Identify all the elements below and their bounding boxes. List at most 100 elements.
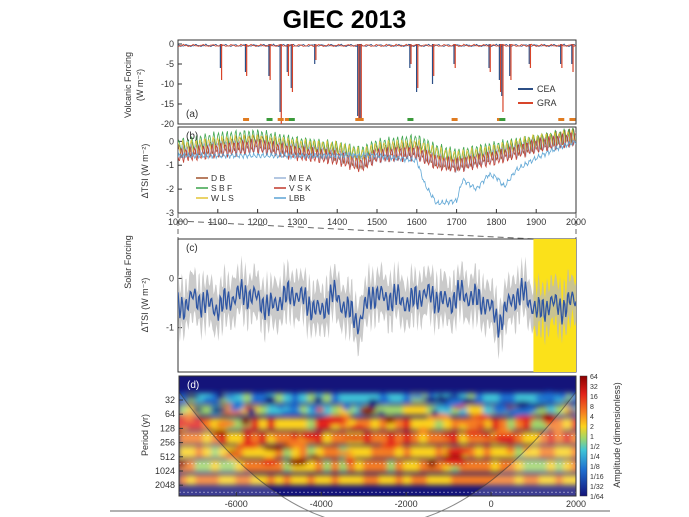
volcanic-ytick-label: -15	[161, 99, 174, 109]
wavelet-cell	[259, 432, 268, 444]
wavelet-cell	[571, 393, 576, 403]
wavelet-cell	[331, 475, 340, 485]
wavelet-cell	[563, 446, 572, 458]
wavelet-peak	[343, 434, 366, 442]
wavelet-cell	[179, 475, 188, 485]
wavelet-trough	[382, 395, 390, 405]
wavelet-cell	[379, 475, 388, 485]
wavelet-cell	[555, 460, 564, 472]
wavelet-cell	[315, 418, 324, 430]
wavelet-peak	[461, 430, 484, 436]
wavelet-cell	[363, 460, 372, 472]
eruption-marker	[243, 118, 250, 121]
colorbar-tick-label: 1/32	[590, 484, 604, 491]
wavelet-cell	[563, 460, 572, 472]
wavelet-trough	[182, 393, 200, 400]
period-ytick-label: 1024	[155, 466, 175, 476]
wavelet-cell	[371, 432, 380, 444]
volcanic-forcing-panel: 0 -5 -10 -15 -20 (a) Volcanic Forcing (W m⁻²…	[123, 39, 577, 129]
wavelet-cell	[363, 393, 372, 403]
solar-forcing-label: Solar Forcing	[123, 235, 133, 289]
wavelet-cell	[283, 418, 292, 430]
wavelet-cell	[531, 446, 540, 458]
wavelet-cell	[251, 446, 260, 458]
wavelet-cell	[459, 432, 468, 444]
wavelet-cell	[299, 393, 308, 403]
wavelet-peak	[429, 436, 451, 443]
wavelet-cell	[323, 475, 332, 485]
wavelet-cell	[243, 393, 252, 403]
wavelet-cell	[371, 446, 380, 458]
wavelet-cell	[371, 393, 380, 403]
wavelet-cell	[307, 460, 316, 472]
wavelet-cell	[355, 393, 364, 403]
wavelet-cell	[323, 460, 332, 472]
wavelet-cell	[419, 405, 428, 415]
wavelet-trough	[563, 399, 576, 408]
wavelet-cell	[403, 475, 412, 485]
wavelet-cell	[411, 446, 420, 458]
wavelet-peak	[381, 443, 403, 449]
wavelet-peak	[343, 456, 356, 464]
wavelet-cell	[347, 475, 356, 485]
tsi-xtick-label: 1700	[447, 217, 467, 227]
wavelet-cell	[395, 432, 404, 444]
period-ytick-label: 64	[165, 409, 175, 419]
cone-of-influence	[178, 391, 577, 517]
wavelet-cell	[283, 460, 292, 472]
wavelet-cell	[483, 460, 492, 472]
wavelet-cell	[475, 393, 484, 403]
wavelet-cell	[555, 418, 564, 430]
wavelet-cell	[467, 446, 476, 458]
wavelet-trough	[447, 398, 464, 407]
wavelet-peak	[179, 418, 192, 429]
wavelet-cell	[411, 418, 420, 430]
wavelet-cell	[211, 475, 220, 485]
wavelet-cell	[379, 418, 388, 430]
tsi-series-vsk	[178, 132, 576, 173]
volcanic-baseline-gra	[178, 43, 576, 47]
wavelet-trough	[531, 402, 548, 409]
wavelet-cell	[563, 405, 572, 415]
wavelet-trough	[410, 394, 425, 399]
wavelet-cell	[331, 460, 340, 472]
wavelet-cell	[459, 475, 468, 485]
wavelet-cell	[275, 393, 284, 403]
wavelet-cell	[211, 418, 220, 430]
volcanic-legend: CEA GRA	[518, 84, 557, 108]
wavelet-cell	[291, 475, 300, 485]
wavelet-cell	[523, 432, 532, 444]
wavelet-trough	[281, 410, 293, 416]
volcanic-ylabel-line2: (W m⁻²)	[135, 69, 145, 101]
wavelet-cell	[531, 432, 540, 444]
colorbar-tick-label: 1/16	[590, 474, 604, 481]
wavelet-cell	[203, 475, 212, 485]
wavelet-cell	[299, 475, 308, 485]
wavelet-cell	[323, 393, 332, 403]
holocene-tsi-line	[178, 278, 576, 338]
wavelet-cell	[363, 418, 372, 430]
wavelet-cell	[435, 405, 444, 415]
wavelet-cell	[507, 418, 516, 430]
wavelet-cell	[195, 432, 204, 444]
wavelet-cell	[259, 446, 268, 458]
wavelet-cell	[563, 475, 572, 485]
wavelet-cell	[411, 460, 420, 472]
wavelet-cell	[555, 405, 564, 415]
wavelet-cell	[427, 475, 436, 485]
volcanic-ytick-label: -20	[161, 119, 174, 129]
amplitude-colorbar	[579, 375, 588, 497]
wavelet-peak	[506, 445, 515, 455]
wavelet-cell	[339, 432, 348, 444]
wavelet-cell	[371, 418, 380, 430]
wavelet-trough	[535, 394, 550, 403]
wavelet-peak	[237, 442, 260, 449]
wavelet-cell	[243, 432, 252, 444]
wavelet-cell	[515, 446, 524, 458]
period-ytick-label: 128	[160, 423, 175, 433]
wavelet-cell	[203, 446, 212, 458]
wavelet-cell	[395, 405, 404, 415]
wavelet-cell	[387, 460, 396, 472]
holocene-uncertainty-band	[178, 255, 576, 360]
wavelet-cell	[387, 393, 396, 403]
